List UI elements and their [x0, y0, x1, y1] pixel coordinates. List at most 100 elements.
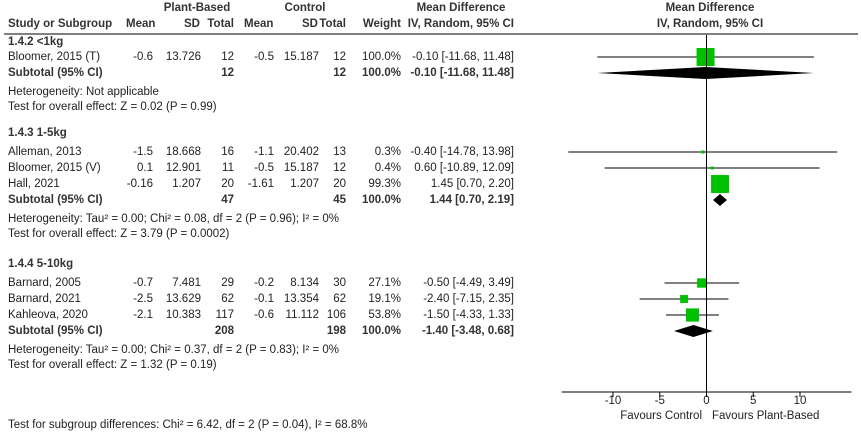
subtotal-label: Subtotal (95% CI): [8, 194, 103, 206]
heterogeneity-text: Heterogeneity: Tau² = 0.00; Chi² = 0.08,…: [8, 213, 340, 225]
subtotal-ci: 1.44 [0.70, 2.19]: [429, 194, 514, 206]
subtotal-weight: 100.0%: [361, 194, 401, 206]
control-total: 30: [333, 277, 346, 289]
mean-difference-ci: 1.45 [0.70, 2.20]: [430, 178, 514, 190]
control-total: 20: [333, 178, 346, 190]
plant-sd: 13.629: [165, 293, 201, 305]
mean-difference-ci: -2.40 [-7.15, 2.35]: [423, 293, 514, 305]
subtotal-diamond: [713, 194, 727, 206]
control-sd: 1.207: [290, 178, 319, 190]
mean-difference-ci: -0.40 [-14.78, 13.98]: [410, 146, 514, 158]
header-control: Control: [284, 2, 326, 14]
x-tick-label: 10: [793, 395, 807, 407]
subtotal-weight: 100.0%: [361, 325, 401, 337]
subtotal-label: Subtotal (95% CI): [8, 325, 103, 337]
study-name: Kahleova, 2020: [8, 309, 88, 321]
subgroup-label: 1.4.3 1-5kg: [8, 127, 67, 139]
plant-mean: -2.5: [133, 293, 153, 305]
study-name: Hall, 2021: [8, 178, 60, 190]
subtotal-weight: 100.0%: [361, 67, 401, 79]
effect-square: [696, 48, 715, 66]
col-mean1: Mean: [126, 18, 156, 30]
control-mean: -0.5: [254, 162, 274, 174]
subtotal-label: Subtotal (95% CI): [8, 67, 103, 79]
subtotal-plant-total: 12: [221, 67, 234, 79]
mean-difference-ci: 0.60 [-10.89, 12.09]: [414, 162, 514, 174]
subtotal-ci: -0.10 [-11.68, 11.48]: [410, 67, 514, 79]
control-mean: -1.61: [247, 178, 274, 190]
col-study: Study or Subgroup: [8, 18, 113, 30]
favours-left-label: Favours Control: [620, 410, 702, 422]
effect-square: [680, 295, 688, 303]
control-sd: 20.402: [283, 146, 319, 158]
plant-mean: -0.16: [126, 178, 153, 190]
weight: 0.3%: [374, 146, 401, 158]
plant-mean: -2.1: [133, 309, 153, 321]
col-mean2: Mean: [244, 18, 274, 30]
effect-square: [685, 308, 700, 322]
subtotal-diamond: [597, 67, 814, 79]
plant-total: 12: [221, 51, 234, 63]
plant-mean: 0.1: [137, 162, 153, 174]
weight: 0.4%: [374, 162, 401, 174]
control-sd: 15.187: [283, 162, 319, 174]
control-mean: -1.1: [254, 146, 274, 158]
x-tick-label: -5: [654, 395, 665, 407]
col-total1: Total: [207, 18, 234, 30]
subgroup-label: 1.4.4 5-10kg: [8, 258, 74, 270]
plant-sd: 1.207: [172, 178, 201, 190]
study-name: Bloomer, 2015 (V): [8, 162, 101, 174]
plant-mean: -0.6: [133, 51, 153, 63]
control-total: 62: [333, 293, 346, 305]
study-name: Barnard, 2005: [8, 277, 81, 289]
effect-square: [701, 150, 705, 154]
col-sd2: SD: [302, 18, 318, 30]
study-name: Barnard, 2021: [8, 293, 81, 305]
control-total: 12: [333, 162, 346, 174]
overall-effect-text: Test for overall effect: Z = 1.32 (P = 0…: [8, 359, 217, 371]
control-mean: -0.2: [254, 277, 274, 289]
header-plant-based: Plant-Based: [163, 2, 231, 14]
subgroup-test: Test for subgroup differences: Chi² = 6.…: [8, 419, 368, 431]
weight: 100.0%: [361, 51, 401, 63]
control-sd: 13.354: [283, 293, 319, 305]
control-mean: -0.5: [254, 51, 274, 63]
mean-difference-ci: -0.50 [-4.49, 3.49]: [423, 277, 514, 289]
overall-effect-text: Test for overall effect: Z = 0.02 (P = 0…: [8, 101, 217, 113]
control-mean: -0.1: [254, 293, 274, 305]
control-total: 106: [326, 309, 346, 321]
plant-total: 20: [221, 178, 234, 190]
plant-total: 62: [221, 293, 234, 305]
plant-total: 11: [222, 162, 234, 174]
weight: 19.1%: [368, 293, 401, 305]
subtotal-diamond: [673, 325, 713, 337]
plant-sd: 12.901: [165, 162, 201, 174]
header-mean-difference: Mean Difference: [416, 2, 506, 14]
weight: 53.8%: [368, 309, 401, 321]
study-name: Alleman, 2013: [8, 146, 82, 158]
control-total: 13: [333, 146, 346, 158]
subtotal-ci: -1.40 [-3.48, 0.68]: [421, 325, 514, 337]
mean-difference-ci: -0.10 [-11.68, 11.48]: [412, 51, 514, 63]
plant-mean: -0.7: [133, 277, 153, 289]
subtotal-plant-total: 47: [221, 194, 234, 206]
weight: 99.3%: [368, 178, 401, 190]
plant-total: 117: [215, 309, 234, 321]
subtotal-control-total: 198: [326, 325, 346, 337]
plant-sd: 10.383: [165, 309, 201, 321]
x-tick-label: 5: [750, 395, 757, 407]
plant-sd: 13.726: [165, 51, 201, 63]
x-tick-label: 0: [703, 395, 710, 407]
weight: 27.1%: [368, 277, 401, 289]
effect-square: [697, 278, 707, 288]
study-name: Bloomer, 2015 (T): [8, 51, 101, 63]
col-sd1: SD: [184, 18, 200, 30]
plot-col-ci: IV, Random, 95% CI: [656, 18, 764, 30]
heterogeneity-text: Heterogeneity: Tau² = 0.00; Chi² = 0.37,…: [8, 344, 340, 356]
control-total: 12: [333, 51, 346, 63]
heterogeneity-text: Heterogeneity: Not applicable: [8, 86, 159, 98]
effect-square: [710, 166, 714, 170]
x-tick-label: -10: [604, 395, 622, 407]
